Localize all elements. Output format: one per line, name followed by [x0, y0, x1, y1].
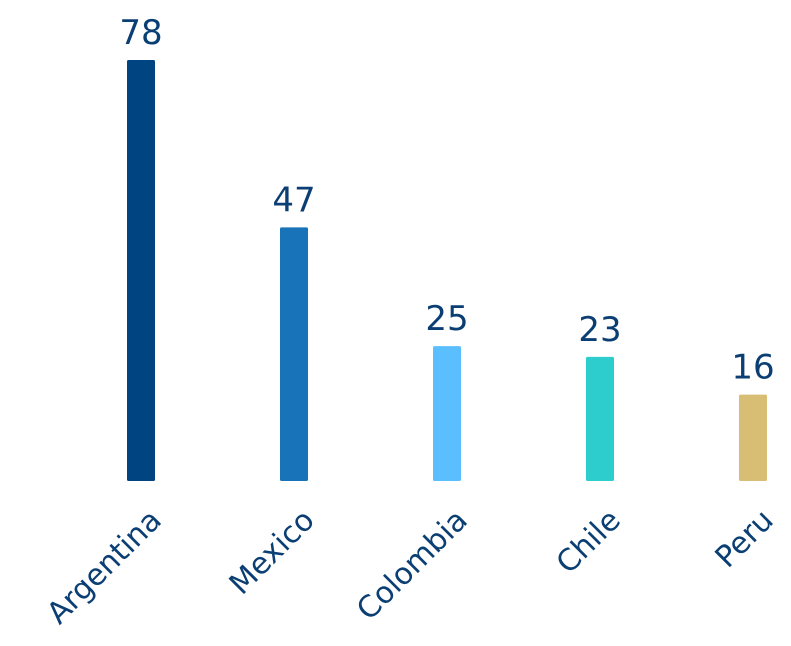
bar-mexico [280, 227, 308, 481]
value-label-colombia: 25 [425, 299, 468, 339]
value-label-argentina: 78 [119, 13, 162, 53]
bar-peru [739, 394, 767, 481]
category-label-peru: Peru [709, 503, 781, 575]
category-label-chile: Chile [550, 503, 628, 581]
bar-chile [586, 356, 614, 481]
category-label-group: Argentina Mexico Colombia Chile Peru [40, 503, 780, 631]
category-label-colombia: Colombia [350, 503, 474, 627]
value-label-peru: 16 [731, 348, 774, 388]
bar-argentina [127, 60, 155, 481]
value-label-group: 78 47 25 23 16 [119, 13, 774, 388]
bar-colombia [433, 346, 461, 481]
value-label-chile: 23 [578, 310, 621, 350]
value-label-mexico: 47 [272, 180, 315, 220]
bar-group [127, 60, 767, 481]
category-label-mexico: Mexico [223, 503, 322, 602]
category-label-argentina: Argentina [40, 503, 168, 631]
